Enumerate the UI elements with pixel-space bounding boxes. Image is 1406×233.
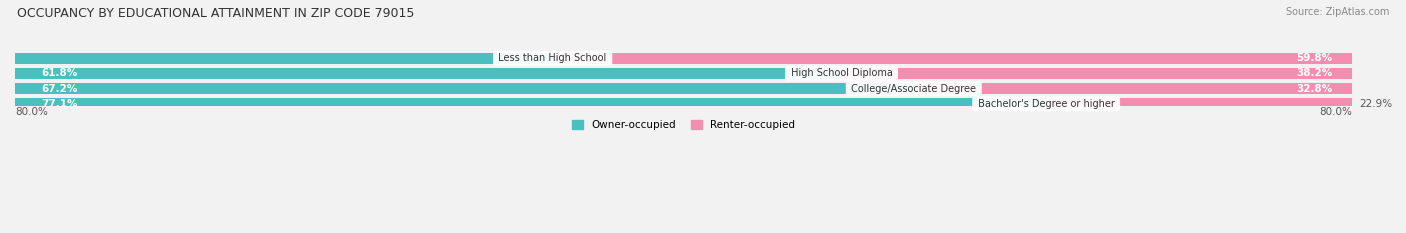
Text: 61.8%: 61.8% [42, 69, 77, 79]
Text: 80.0%: 80.0% [15, 107, 48, 117]
Legend: Owner-occupied, Renter-occupied: Owner-occupied, Renter-occupied [568, 116, 799, 134]
Text: Bachelor's Degree or higher: Bachelor's Degree or higher [974, 99, 1118, 109]
FancyBboxPatch shape [15, 98, 1353, 109]
Text: High School Diploma: High School Diploma [787, 69, 896, 79]
Bar [15, 68, 1353, 79]
Text: 32.8%: 32.8% [1296, 84, 1333, 94]
Text: 77.1%: 77.1% [42, 99, 79, 109]
FancyBboxPatch shape [15, 53, 1353, 64]
Bar [15, 53, 553, 64]
Bar [15, 68, 842, 79]
Text: 40.2%: 40.2% [499, 53, 533, 63]
Text: 38.2%: 38.2% [1296, 69, 1333, 79]
Text: College/Associate Degree: College/Associate Degree [848, 84, 980, 94]
Bar [15, 98, 1046, 109]
Bar [842, 68, 1353, 79]
FancyBboxPatch shape [15, 83, 1353, 94]
Bar [914, 83, 1353, 94]
Text: 22.9%: 22.9% [1360, 99, 1392, 109]
Bar [15, 83, 914, 94]
Text: Source: ZipAtlas.com: Source: ZipAtlas.com [1285, 7, 1389, 17]
Bar [15, 98, 1353, 109]
Text: Less than High School: Less than High School [495, 53, 610, 63]
FancyBboxPatch shape [15, 68, 1353, 79]
Text: 67.2%: 67.2% [42, 84, 79, 94]
Text: 59.8%: 59.8% [1296, 53, 1333, 63]
Bar [15, 53, 1353, 64]
Text: 80.0%: 80.0% [1320, 107, 1353, 117]
Bar [15, 83, 1353, 94]
Bar [1046, 98, 1353, 109]
Text: OCCUPANCY BY EDUCATIONAL ATTAINMENT IN ZIP CODE 79015: OCCUPANCY BY EDUCATIONAL ATTAINMENT IN Z… [17, 7, 415, 20]
Bar [553, 53, 1353, 64]
